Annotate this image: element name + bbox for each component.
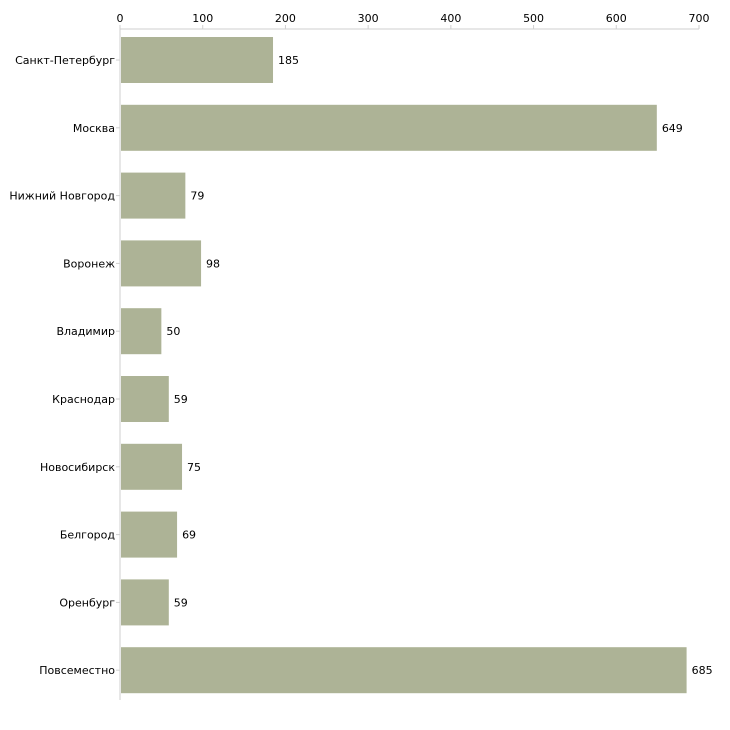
bar — [121, 240, 202, 287]
bar — [121, 511, 178, 558]
x-tick-label: 100 — [192, 12, 213, 25]
bar — [121, 37, 274, 83]
bar — [121, 443, 183, 490]
x-tick-label: 0 — [117, 12, 124, 25]
value-label: 59 — [174, 596, 188, 609]
category-label: Воронеж — [63, 257, 115, 270]
category-label: Повсеместно — [39, 664, 115, 677]
value-label: 79 — [190, 190, 204, 203]
category-label: Краснодар — [52, 393, 115, 406]
bar — [121, 172, 186, 219]
category-label: Оренбург — [59, 596, 115, 609]
bar — [121, 647, 687, 694]
value-label: 185 — [278, 54, 299, 67]
category-label: Новосибирск — [40, 461, 115, 474]
value-label: 649 — [662, 122, 683, 135]
category-label: Нижний Новгород — [9, 190, 115, 203]
x-tick-label: 300 — [358, 12, 379, 25]
value-label: 50 — [166, 325, 180, 338]
category-label: Белгород — [60, 529, 116, 542]
x-tick-label: 400 — [440, 12, 461, 25]
category-label: Москва — [73, 122, 115, 135]
bar — [121, 376, 169, 422]
x-tick-label: 200 — [275, 12, 296, 25]
value-label: 75 — [187, 461, 201, 474]
x-tick-label: 700 — [689, 12, 710, 25]
value-label: 98 — [206, 257, 220, 270]
bar — [121, 104, 657, 151]
bar — [121, 308, 162, 355]
category-label: Владимир — [56, 325, 115, 338]
x-tick-label: 500 — [523, 12, 544, 25]
bar — [121, 579, 169, 626]
value-label: 69 — [182, 529, 196, 542]
category-label: Санкт-Петербург — [15, 54, 115, 67]
x-tick-label: 600 — [606, 12, 627, 25]
value-label: 685 — [692, 664, 713, 677]
value-label: 59 — [174, 393, 188, 406]
